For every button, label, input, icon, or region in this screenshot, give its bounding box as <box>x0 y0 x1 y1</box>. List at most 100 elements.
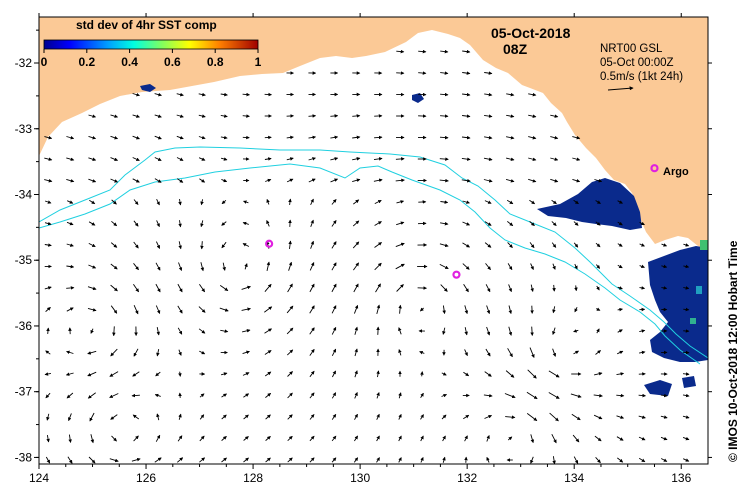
current-arrow <box>44 243 52 247</box>
info-datetime: 05-Oct 00:00Z <box>600 57 674 69</box>
current-arrow <box>485 263 491 271</box>
current-arrow <box>88 221 96 226</box>
current-arrow <box>110 263 118 270</box>
x-tick-label: 136 <box>671 471 691 485</box>
current-arrow <box>550 135 559 140</box>
colorbar-ticks: 0 0.2 0.4 0.6 0.8 1 <box>41 49 262 69</box>
current-arrow <box>66 350 74 355</box>
current-arrow <box>528 178 537 183</box>
current-arrow <box>398 435 402 442</box>
current-arrow <box>484 200 492 204</box>
current-arrow <box>90 328 94 334</box>
current-arrow <box>154 457 162 463</box>
current-arrow <box>156 198 160 206</box>
current-arrow <box>486 434 490 442</box>
current-arrow <box>111 435 117 442</box>
imos-credit: © IMOS 10-Oct-2018 12:00 Hobart Time <box>726 240 740 462</box>
current-arrow <box>526 413 538 421</box>
current-arrow <box>484 415 493 419</box>
current-arrow <box>46 327 50 334</box>
current-arrow <box>548 392 560 399</box>
current-arrow <box>44 286 52 290</box>
current-arrow <box>352 114 361 118</box>
current-arrow <box>178 199 182 206</box>
current-arrow <box>595 457 601 464</box>
current-arrow <box>331 392 337 399</box>
current-arrow <box>507 263 513 271</box>
current-arrow <box>660 393 668 398</box>
x-tick-label: 130 <box>350 471 370 485</box>
current-arrow <box>552 284 556 292</box>
current-arrow <box>331 435 337 442</box>
current-arrow <box>617 350 624 355</box>
current-arrow <box>331 305 337 314</box>
current-arrow <box>309 414 315 420</box>
current-arrow <box>244 263 248 270</box>
depth-contour <box>39 146 708 359</box>
current-arrow <box>420 435 424 442</box>
current-arrow <box>287 414 293 420</box>
current-arrow <box>440 200 449 204</box>
current-arrow <box>88 114 97 118</box>
sst-high-spot <box>696 286 702 294</box>
current-arrow <box>418 71 427 75</box>
current-arrow <box>572 135 581 140</box>
current-arrow <box>440 71 449 75</box>
current-arrow <box>507 221 514 226</box>
current-arrow <box>373 157 383 161</box>
current-arrow <box>177 283 183 293</box>
current-arrow <box>683 307 690 312</box>
current-arrow <box>440 114 449 118</box>
current-arrow <box>308 178 316 183</box>
current-arrow <box>638 457 646 463</box>
current-arrow <box>354 348 358 357</box>
current-arrow <box>310 219 314 227</box>
current-arrow <box>110 284 118 292</box>
current-arrow <box>45 456 51 464</box>
current-arrow <box>178 413 182 420</box>
current-arrow <box>220 92 228 97</box>
current-arrow <box>266 261 271 271</box>
current-arrow <box>683 458 690 462</box>
current-arrow <box>549 412 559 422</box>
current-arrow <box>221 199 227 205</box>
current-arrow <box>639 350 646 355</box>
current-arrow <box>552 263 556 270</box>
current-arrow <box>198 306 206 313</box>
current-arrow <box>616 415 625 419</box>
current-arrow <box>682 436 690 441</box>
current-arrow <box>461 178 471 183</box>
current-arrow <box>439 178 449 183</box>
current-arrow <box>332 370 336 378</box>
current-arrow <box>617 286 623 290</box>
current-arrow <box>485 284 491 293</box>
current-arrow <box>439 263 449 270</box>
current-arrow <box>550 157 559 161</box>
map-time: 08Z <box>503 41 528 57</box>
current-arrow <box>463 371 470 377</box>
current-arrow <box>396 49 405 54</box>
argo-float-marker <box>452 270 461 279</box>
current-arrow <box>439 243 449 248</box>
current-arrow <box>133 435 139 442</box>
current-arrow <box>574 263 578 270</box>
current-arrow <box>199 178 206 183</box>
current-arrow <box>529 242 535 249</box>
current-arrow <box>309 457 315 463</box>
current-arrow <box>177 327 183 335</box>
current-arrow <box>221 414 227 420</box>
current-arrow <box>486 326 491 336</box>
current-arrow <box>484 71 493 75</box>
current-arrow <box>110 135 119 140</box>
current-arrow <box>330 157 339 161</box>
current-arrow <box>220 135 228 140</box>
current-arrow <box>67 200 74 204</box>
current-arrow <box>330 135 339 140</box>
current-arrow <box>595 242 601 248</box>
current-arrow <box>68 413 72 422</box>
plot-frame <box>38 16 709 465</box>
current-arrow <box>484 135 493 140</box>
current-arrow <box>616 436 624 441</box>
current-arrow <box>419 307 424 312</box>
current-arrow <box>617 329 623 333</box>
